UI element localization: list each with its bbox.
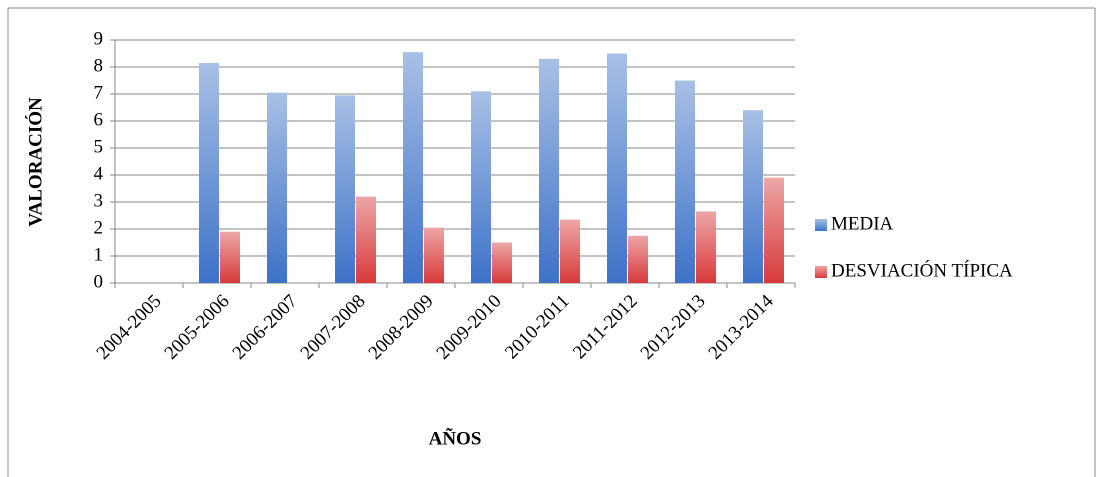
bar [471, 91, 491, 283]
bar [539, 58, 559, 284]
bar [628, 235, 648, 283]
y-tick-label: 3 [94, 190, 104, 211]
bar [403, 52, 423, 284]
x-tick-label: 2008-2009 [365, 291, 438, 364]
x-tick-label: 2009-2010 [433, 291, 506, 364]
y-tick-label: 0 [94, 271, 104, 292]
y-tick-label: 5 [94, 136, 104, 157]
y-tick-label: 6 [94, 109, 104, 130]
x-tick-label: 2011-2012 [569, 291, 642, 364]
bar [335, 95, 355, 283]
legend-swatch [815, 219, 827, 231]
bar [743, 110, 763, 283]
y-tick-label: 7 [94, 82, 104, 103]
legend-label: MEDIA [831, 213, 894, 234]
bar [560, 219, 580, 283]
y-tick-label: 2 [94, 217, 104, 238]
bar [267, 92, 287, 284]
bar [675, 80, 695, 283]
y-tick-label: 4 [94, 163, 104, 184]
x-tick-label: 2013-2014 [705, 290, 778, 363]
y-tick-label: 9 [94, 28, 104, 49]
legend-swatch [815, 266, 827, 278]
bar [356, 196, 376, 283]
bar [424, 227, 444, 283]
x-tick-label: 2007-2008 [297, 291, 370, 364]
bar [220, 231, 240, 283]
x-tick-label: 2006-2007 [229, 291, 302, 364]
y-tick-label: 8 [94, 55, 104, 76]
y-axis-title: VALORACIÓN [24, 97, 46, 227]
legend-label: DESVIACIÓN TÍPICA [831, 259, 1013, 281]
bar [607, 53, 627, 283]
bar [696, 211, 716, 283]
x-tick-label: 2010-2011 [501, 291, 574, 364]
bar [199, 62, 219, 284]
x-tick-label: 2005-2006 [161, 291, 234, 364]
y-tick-label: 1 [94, 244, 104, 265]
bar [764, 177, 784, 283]
x-tick-label: 2004-2005 [93, 291, 166, 364]
bar [492, 242, 512, 283]
x-axis-title: AÑOS [429, 427, 482, 449]
x-tick-label: 2012-2013 [637, 291, 710, 364]
